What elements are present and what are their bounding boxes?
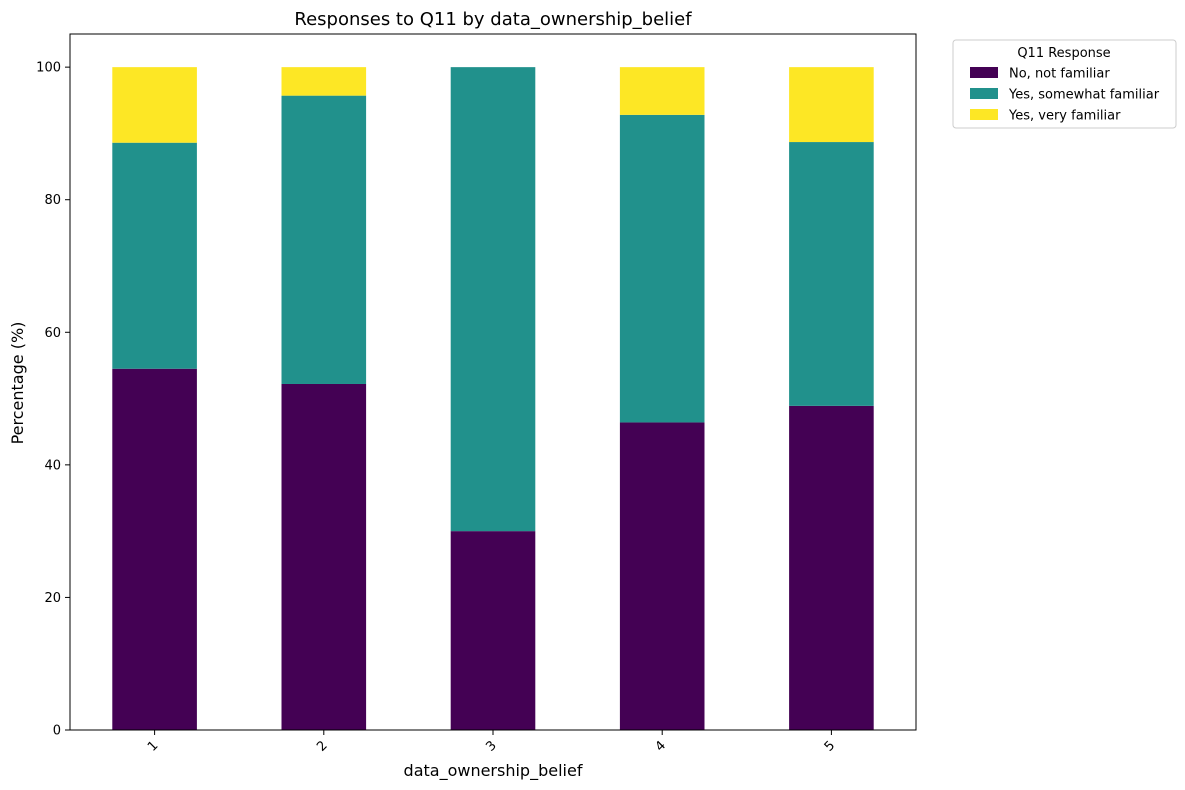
legend-swatch xyxy=(970,88,998,99)
y-tick-label: 40 xyxy=(44,458,61,473)
legend-label: Yes, very familiar xyxy=(1008,109,1121,124)
x-axis-title: data_ownership_belief xyxy=(404,761,583,781)
chart-title: Responses to Q11 by data_ownership_belie… xyxy=(294,9,692,30)
y-tick-label: 60 xyxy=(44,326,61,341)
x-tick-label: 2 xyxy=(314,738,330,754)
bar-segment xyxy=(112,368,197,730)
x-tick-label: 1 xyxy=(145,738,161,754)
y-tick-label: 80 xyxy=(44,193,61,208)
legend-title: Q11 Response xyxy=(1017,46,1110,61)
y-tick-label: 0 xyxy=(53,724,61,739)
bar-segment xyxy=(789,405,874,730)
bar-segment xyxy=(619,67,705,115)
x-tick-label: 3 xyxy=(483,738,499,754)
y-tick-label: 20 xyxy=(44,591,61,606)
legend: Q11 Response No, not familiar Yes, somewh… xyxy=(952,39,1177,129)
x-tick-label: 5 xyxy=(822,738,838,754)
y-axis-title: Percentage (%) xyxy=(8,322,27,445)
x-tick-label: 4 xyxy=(653,738,669,754)
bar-segment xyxy=(281,67,367,96)
bar-segment xyxy=(450,531,536,730)
bar-segment xyxy=(789,142,874,406)
bar-segment xyxy=(281,383,367,730)
bar-segment xyxy=(281,95,367,384)
bar-segment xyxy=(450,67,536,532)
bar-segment xyxy=(619,114,705,423)
legend-swatch xyxy=(970,109,998,120)
bars-layer xyxy=(112,67,874,730)
legend-label: Yes, somewhat familiar xyxy=(1008,88,1160,103)
x-axis: 1 2 3 4 5 xyxy=(145,730,838,755)
legend-swatch xyxy=(970,67,998,78)
bar-segment xyxy=(789,67,874,143)
y-axis: 0 20 40 60 80 100 xyxy=(36,61,70,739)
bar-segment xyxy=(112,142,197,369)
y-tick-label: 100 xyxy=(36,61,61,76)
bar-segment xyxy=(112,67,197,143)
legend-frame xyxy=(952,39,1177,129)
bar-segment xyxy=(619,422,705,730)
legend-label: No, not familiar xyxy=(1009,67,1110,82)
